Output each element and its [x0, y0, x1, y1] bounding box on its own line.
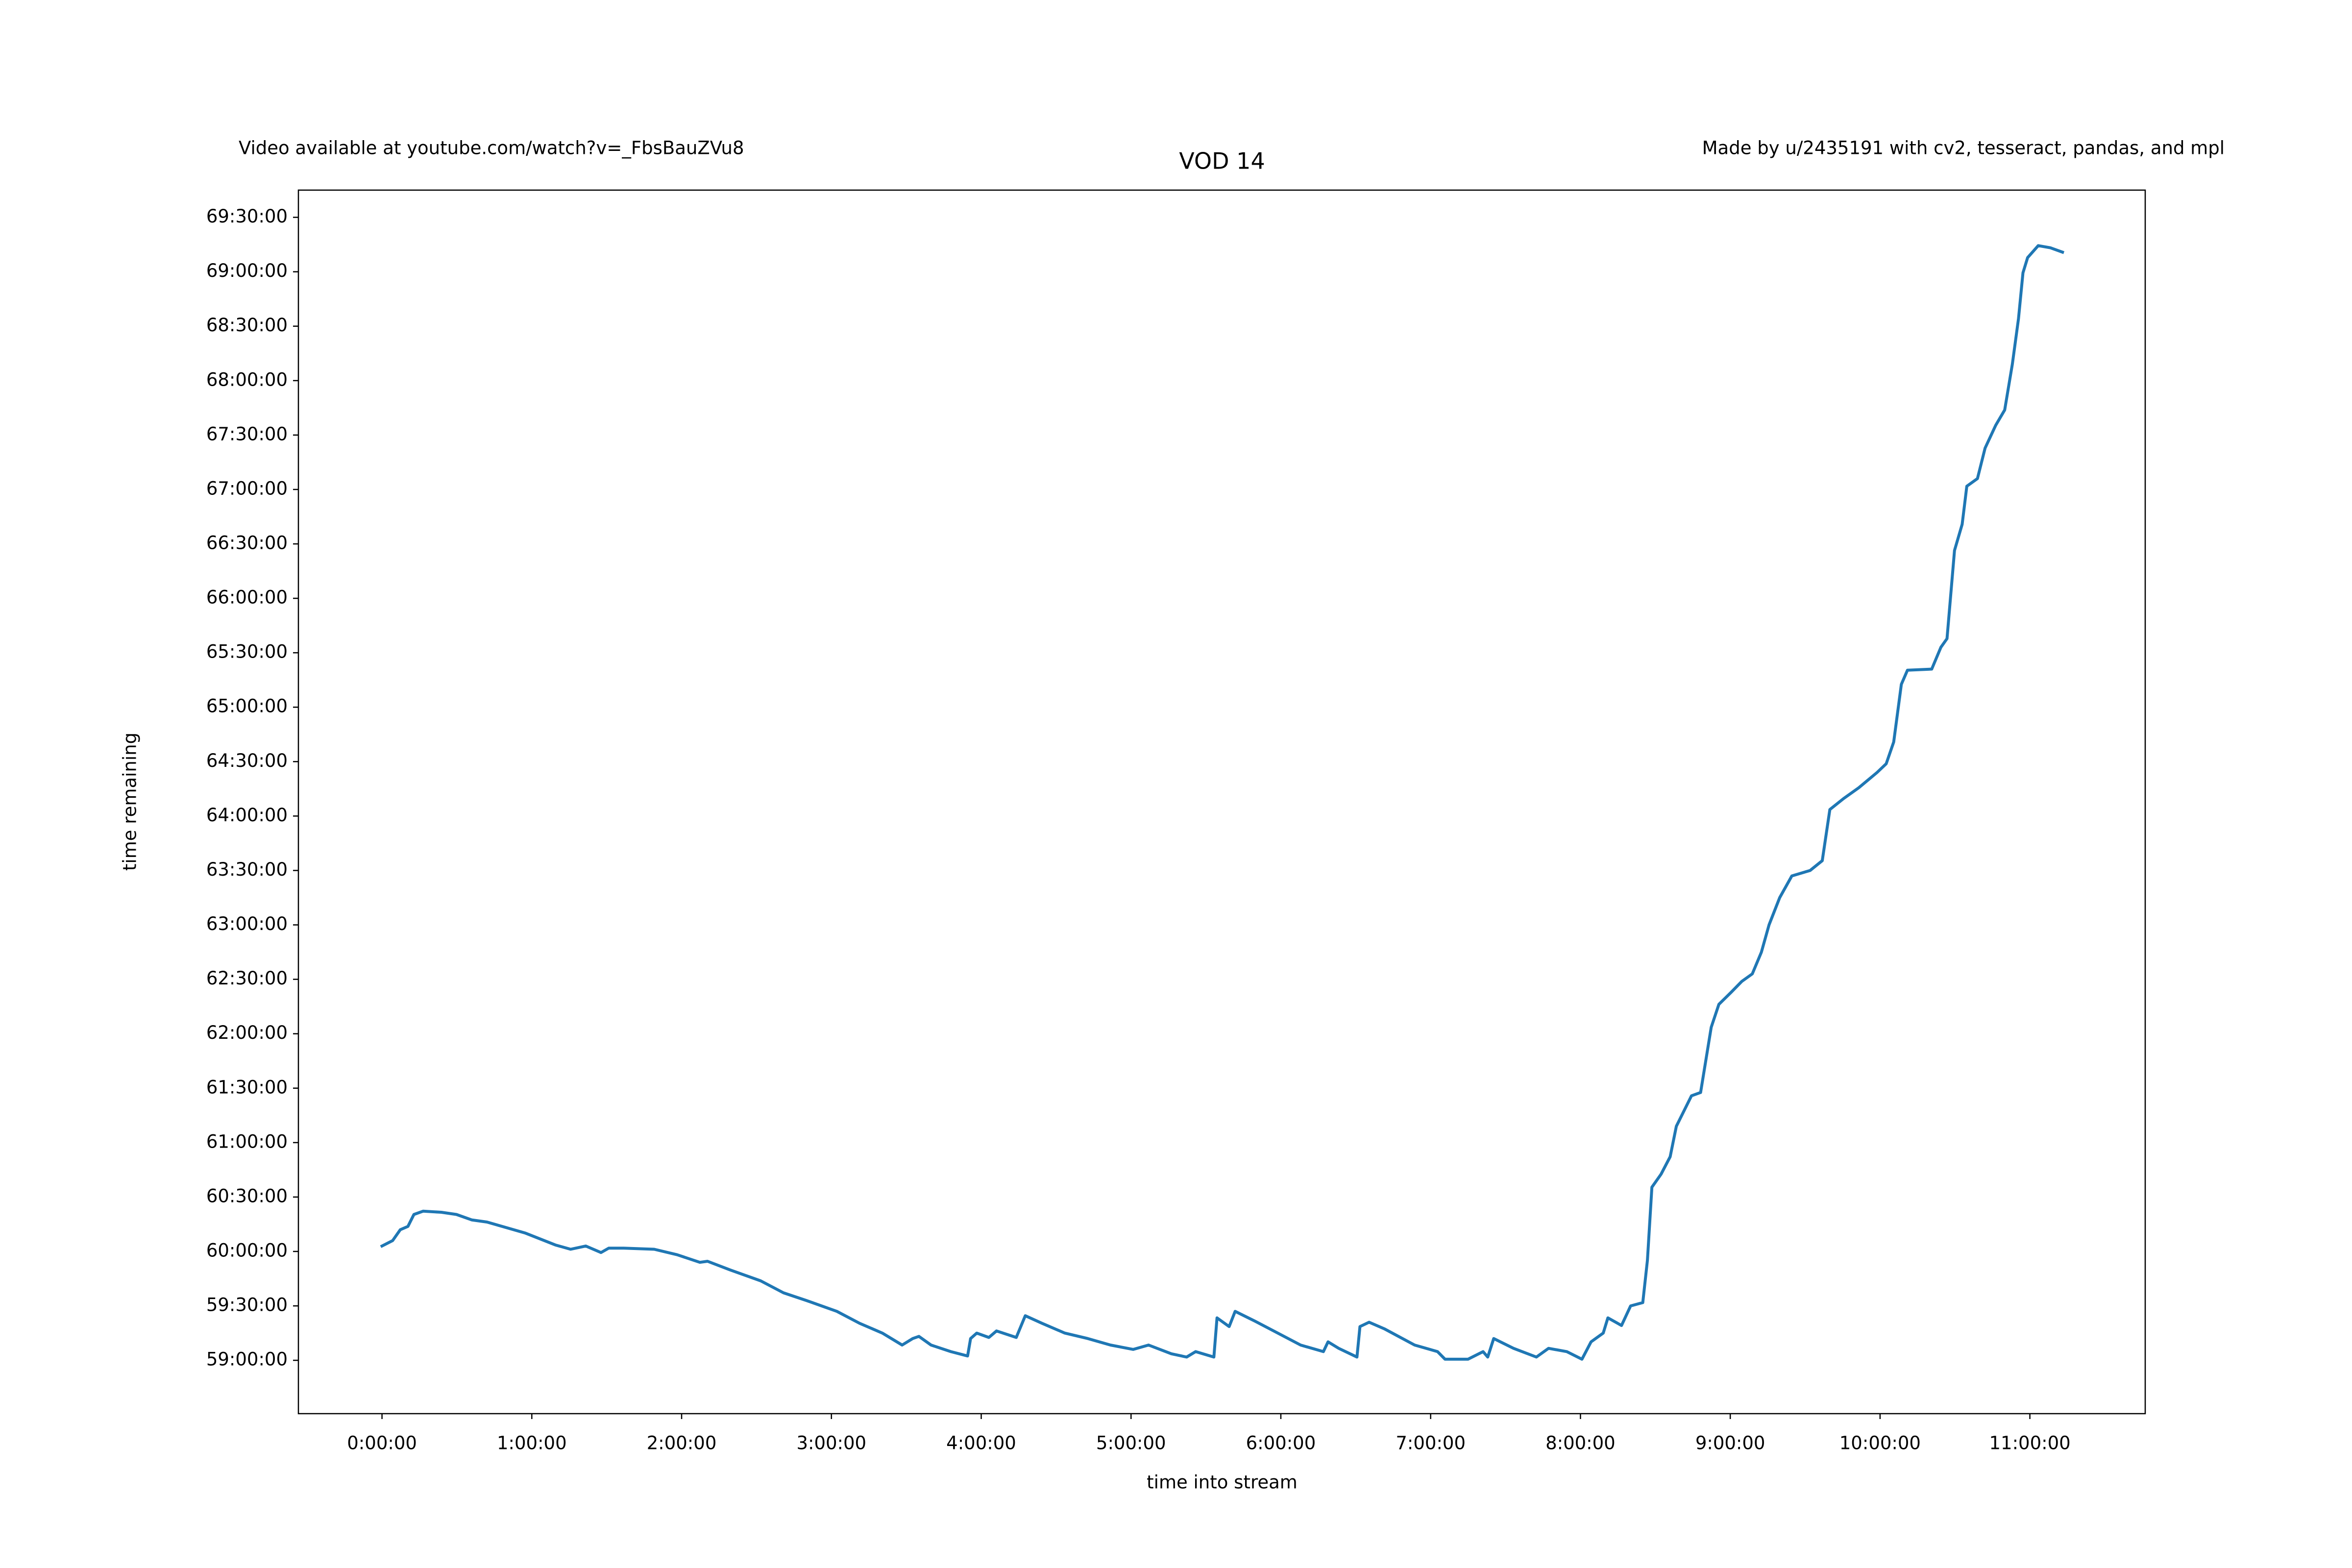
y-tick-label: 60:30:00: [206, 1185, 288, 1206]
annotation: Video available at youtube.com/watch?v=_…: [239, 138, 744, 159]
y-tick-label: 67:00:00: [206, 478, 288, 499]
y-tick-label: 64:00:00: [206, 805, 288, 826]
x-axis-label: time into stream: [1147, 1472, 1298, 1493]
x-tick-label: 4:00:00: [946, 1433, 1016, 1454]
y-tick-label: 68:30:00: [206, 315, 288, 336]
y-tick-label: 65:00:00: [206, 696, 288, 717]
y-tick-label: 59:30:00: [206, 1295, 288, 1316]
x-tick-label: 1:00:00: [497, 1433, 567, 1454]
y-tick-label: 63:30:00: [206, 859, 288, 880]
y-tick-label: 66:30:00: [206, 532, 288, 553]
y-tick-label: 69:00:00: [206, 260, 288, 281]
y-tick-label: 60:00:00: [206, 1240, 288, 1261]
y-tick-label: 66:00:00: [206, 587, 288, 608]
data-line: [380, 244, 2065, 1361]
y-tick-label: 62:30:00: [206, 968, 288, 989]
y-tick-label: 69:30:00: [206, 206, 288, 227]
x-tick-label: 7:00:00: [1396, 1433, 1466, 1454]
x-tick-label: 6:00:00: [1246, 1433, 1316, 1454]
x-tick-label: 3:00:00: [796, 1433, 866, 1454]
y-tick-label: 63:00:00: [206, 913, 288, 934]
y-tick-label: 59:00:00: [206, 1349, 288, 1370]
x-tick-label: 0:00:00: [347, 1433, 417, 1454]
plot-frame: [297, 189, 2146, 1415]
x-tick-label: 2:00:00: [647, 1433, 717, 1454]
annotation: Made by u/2435191 with cv2, tesseract, p…: [1702, 138, 2225, 159]
y-tick-label: 65:30:00: [206, 641, 288, 662]
x-tick-label: 5:00:00: [1096, 1433, 1166, 1454]
x-tick-label: 9:00:00: [1695, 1433, 1765, 1454]
x-tick-label: 11:00:00: [1989, 1433, 2070, 1454]
x-tick-label: 10:00:00: [1839, 1433, 1921, 1454]
y-tick-label: 67:30:00: [206, 423, 288, 444]
y-tick-label: 62:00:00: [206, 1022, 288, 1043]
x-tick-label: 8:00:00: [1545, 1433, 1616, 1454]
y-tick-label: 61:00:00: [206, 1131, 288, 1152]
chart-title: VOD 14: [1179, 148, 1265, 174]
y-tick-label: 68:00:00: [206, 369, 288, 390]
y-axis-label: time remaining: [120, 733, 141, 871]
y-tick-label: 64:30:00: [206, 750, 288, 771]
y-tick-label: 61:30:00: [206, 1077, 288, 1098]
